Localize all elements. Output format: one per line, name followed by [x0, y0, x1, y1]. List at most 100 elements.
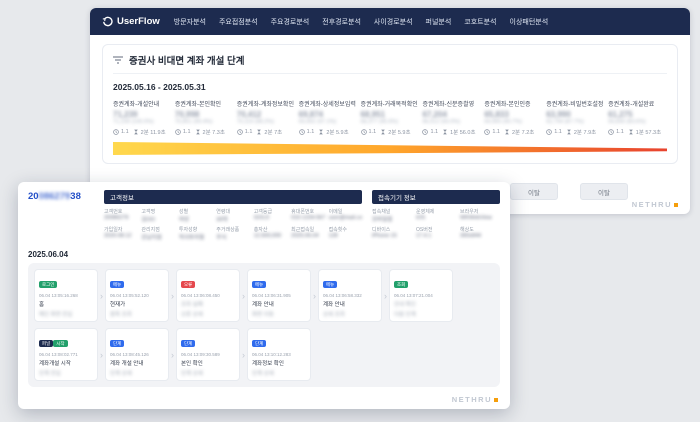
duration-metric: 2분 7.9초 — [566, 128, 596, 136]
step-value: 63,990 — [546, 110, 571, 119]
funnel-step[interactable]: 증권계좌-비밀번호설정 63,990 62,744 (87.7%) 1.1 2분… — [546, 99, 605, 136]
timeline-event-card[interactable]: 메뉴 06.04 13:06:58.332 계좌 안내 상세 조회 — [318, 269, 382, 322]
avg-steps-value: 1.1 — [616, 129, 624, 135]
event-card-top: 단계 06.04 13:09:30.589 — [181, 332, 235, 357]
funnel-step[interactable]: 증권계좌-상세정보입력 69,874 69,402 (97.1%) 1.1 2분… — [299, 99, 358, 136]
funnel-title-row: 증권사 비대면 계좌 개설 단계 — [113, 53, 667, 74]
timeline-event-card[interactable]: 메뉴 06.04 13:05:52.120 현재가 종목 조회 — [105, 269, 169, 322]
event-line: 계좌 안내 — [323, 302, 345, 308]
field-value: iOS — [416, 215, 426, 221]
event-badges: 조회 — [394, 273, 409, 291]
step-sub: 64,905 (90.7%) — [484, 119, 522, 125]
info-field: 연령대 30대 — [216, 208, 249, 223]
info-field: 브라우저 WKWebView — [460, 208, 500, 223]
clock-icon — [113, 129, 119, 135]
event-time: 06.04 13:10:12.283 — [252, 352, 291, 357]
event-badge: 메뉴 — [323, 281, 338, 288]
nav-item[interactable]: 사이경로분석 — [373, 18, 413, 26]
event-badges: 메뉴 — [110, 273, 125, 291]
avg-steps-metric: 1.1 — [608, 129, 624, 135]
avg-steps-metric: 1.1 — [546, 129, 562, 135]
date-range[interactable]: 2025.05.16 - 2025.05.31 — [113, 82, 206, 92]
funnel-step[interactable]: 증권계좌-본인확인 70,998 70,851 (99.4%) 1.1 2분 7… — [175, 99, 234, 136]
field-value: 12,500,000 — [253, 233, 282, 239]
event-badges: 메뉴 — [252, 273, 267, 291]
timeline-event-card[interactable]: 조회 06.04 13:07:21.004 안내 확인 다음 단계 — [389, 269, 453, 322]
event-card-top: 조회 06.04 13:07:21.004 — [394, 273, 448, 298]
field-label: 최근접속일 — [291, 227, 315, 233]
field-value: 128 — [328, 233, 338, 239]
duration-metric: 2분 7.3초 — [195, 128, 225, 136]
nav-item[interactable]: 이상패턴분석 — [509, 18, 549, 26]
field-label: 고객명 — [141, 209, 156, 215]
field-label: 해상도 — [460, 227, 474, 233]
event-card-top: 메뉴 06.04 13:05:52.120 — [110, 273, 164, 298]
field-value: 적극투자형 — [178, 235, 205, 241]
funnel-step[interactable]: 증권계좌-개설안내 71,239 71,239 (100.0%) 1.1 2분 … — [113, 99, 172, 136]
timeline-event-card[interactable]: 퍼널 시작 06.04 13:08:02.771 계좌개설 시작 단계 진입 — [34, 328, 98, 381]
info-field: 접속채널 모바일앱 — [372, 208, 412, 223]
funnel-step[interactable]: 증권계좌-계좌정보확인 70,412 70,119 (98.2%) 1.1 2분… — [237, 99, 296, 136]
field-label: 브라우저 — [460, 209, 479, 215]
nav-item[interactable]: 퍼널분석 — [425, 18, 452, 26]
nav-item[interactable]: 주요경로분석 — [270, 18, 310, 26]
event-lines: 계좌 개설 안내 단계 상세 — [110, 359, 164, 377]
timeline-event-card[interactable]: 단계 06.04 13:08:45.126 계좌 개설 안내 단계 상세 — [105, 328, 169, 381]
field-value: 17.4.1 — [416, 233, 432, 239]
field-label: 이메일 — [328, 209, 343, 215]
step-sub: 62,744 (87.7%) — [546, 119, 584, 125]
duration-metric: 1분 57.3초 — [628, 128, 661, 136]
nav-item[interactable]: 전후경로분석 — [322, 18, 361, 26]
event-lines: 계좌 안내 화면 이동 — [252, 300, 306, 318]
funnel-step[interactable]: 증권계좌-본인인증 65,833 64,905 (90.7%) 1.1 2분 7… — [484, 99, 543, 136]
funnel-step[interactable]: 증권계좌-거래목적확인 68,951 68,377 (95.6%) 1.1 2분… — [361, 99, 420, 136]
duration-value: 2분 11.9초 — [140, 130, 166, 136]
timeline-event-card[interactable]: 로그인 06.04 13:05:16.268 홈 메인 화면 진입 — [34, 269, 98, 322]
hourglass-icon — [195, 129, 200, 135]
hourglass-icon — [257, 129, 262, 135]
duration-value: 1분 56.0초 — [450, 130, 476, 136]
timeline-event-card[interactable]: 메뉴 06.04 13:06:31.905 계좌 안내 화면 이동 — [247, 269, 311, 322]
info-field: 고객명 김OO — [141, 208, 174, 223]
info-field: 투자성향 적극투자형 — [179, 226, 212, 241]
field-value: user@mail.com — [328, 215, 362, 221]
userflow-window: UserFlow 방문자분석 주요접점분석 주요경로분석 전후경로분석 사이경로분석 퍼널… — [90, 8, 690, 214]
funnel-step[interactable]: 증권계좌-신분증촬영 67,204 66,512 (93.0%) 1.1 1분 … — [422, 99, 481, 136]
funnel-filter-icon — [113, 56, 123, 64]
timeline-event-card[interactable]: 단계 06.04 13:09:30.589 본인 확인 단계 상세 — [176, 328, 240, 381]
nav-item[interactable]: 주요접점분석 — [218, 18, 258, 26]
duration-value: 2분 7.3초 — [202, 130, 225, 136]
info-field: 해상도 390x844 — [460, 226, 500, 239]
event-time: 06.04 13:05:16.268 — [39, 293, 78, 298]
hourglass-icon — [443, 129, 447, 135]
timeline-row-2: 퍼널 시작 06.04 13:08:02.771 계좌개설 시작 단계 진입 › 단… — [34, 328, 494, 381]
event-line: 계좌개설 시작 — [39, 361, 71, 367]
event-badge: 시작 — [53, 340, 68, 347]
customer-id[interactable]: 2008627938 — [28, 190, 94, 202]
hourglass-icon — [628, 129, 633, 135]
funnel-gradient-bar — [113, 142, 667, 155]
field-value: 30대 — [216, 217, 228, 223]
nav-item[interactable]: 코호트분석 — [464, 18, 497, 26]
info-field: OS버전 17.4.1 — [416, 226, 456, 239]
field-label: OS버전 — [416, 227, 433, 233]
app-logo[interactable]: UserFlow — [102, 16, 160, 27]
timeline-event-card[interactable]: 오류 06.04 13:06:08.450 조회 실패 오류 상세 — [176, 269, 240, 322]
nav-item[interactable]: 방문자분석 — [173, 18, 206, 26]
event-line: 홈 — [39, 302, 45, 308]
exit-button-1[interactable]: 이탈 — [510, 183, 558, 200]
funnel-step[interactable]: 증권계좌-개설완료 61,275 59,830 (83.6%) 1.1 1분 5… — [608, 99, 667, 136]
clock-icon — [360, 129, 367, 135]
timeline-event-card[interactable]: 단계 06.04 13:10:12.283 계좌정보 확인 단계 상세 — [247, 328, 311, 381]
exit-button-2[interactable]: 이탈 — [580, 183, 628, 200]
field-value: 20086279 — [104, 215, 129, 221]
hourglass-icon — [381, 129, 386, 135]
customer-detail-window: 2008627938 고객정보 고객번호 20086279 고객명 김OO 성별… — [18, 182, 510, 409]
field-label: 고객등급 — [253, 209, 273, 215]
event-lines: 안내 확인 다음 단계 — [394, 300, 448, 318]
event-line: 본인 확인 — [181, 361, 203, 367]
event-line: 상세 조회 — [323, 312, 345, 318]
event-line: 종목 조회 — [110, 312, 132, 318]
field-value: 강남지점 — [141, 235, 162, 241]
event-line: 계좌 개설 안내 — [110, 361, 144, 367]
